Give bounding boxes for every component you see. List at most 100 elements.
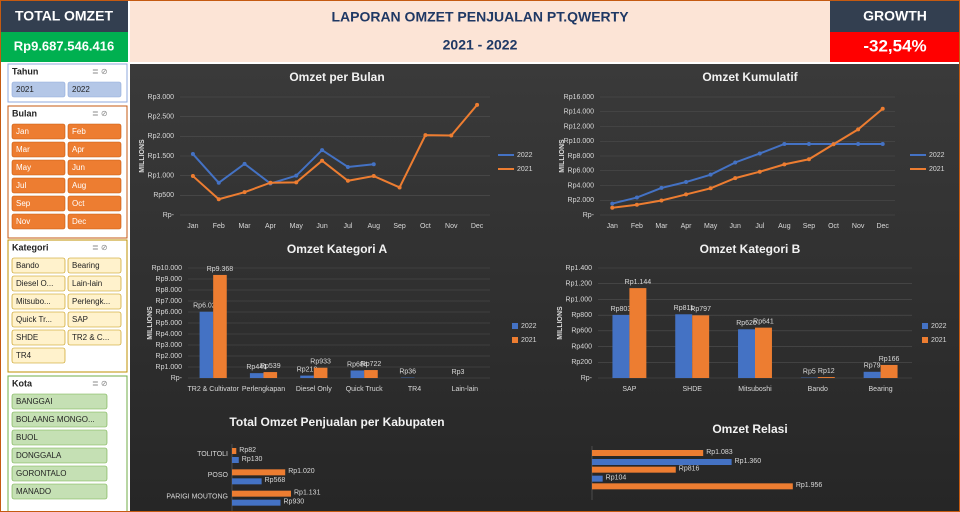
line-marker xyxy=(806,141,811,146)
slicer-item-label[interactable]: Apr xyxy=(72,145,85,154)
slicer-item[interactable] xyxy=(11,329,66,346)
slicer-item-label[interactable]: 2021 xyxy=(16,85,34,94)
slicer-item-label[interactable]: GORONTALO xyxy=(16,469,67,478)
slicer-item-label[interactable]: May xyxy=(16,163,31,172)
slicer-item[interactable] xyxy=(11,81,66,98)
years: 2021 - 2022 xyxy=(443,37,518,53)
slicer-item-label[interactable]: Jan xyxy=(16,127,29,136)
line-marker xyxy=(610,201,615,206)
slicer-item-label[interactable]: Bearing xyxy=(72,261,100,270)
slicer-item[interactable] xyxy=(67,123,122,140)
slicer-item[interactable] xyxy=(67,329,122,346)
slicer-item-label[interactable]: Quick Tr... xyxy=(16,315,52,324)
slicer-item[interactable] xyxy=(11,257,66,274)
slicer-item[interactable] xyxy=(11,275,66,292)
slicer-item[interactable] xyxy=(11,347,66,364)
slicer-item-label[interactable]: BOLAANG MONGO... xyxy=(16,415,95,424)
slicer-item-label[interactable]: Diesel O... xyxy=(16,279,53,288)
slicer-item[interactable] xyxy=(11,447,108,464)
slicer-item[interactable] xyxy=(11,123,66,140)
slicer-item[interactable] xyxy=(67,177,122,194)
slicer-item[interactable] xyxy=(67,159,122,176)
slicer-item-label[interactable]: Lain-lain xyxy=(72,279,102,288)
slicer-item[interactable] xyxy=(11,411,108,428)
x-tick-label: Oct xyxy=(828,223,839,230)
line-marker xyxy=(475,102,480,107)
x-tick-label: Apr xyxy=(681,223,693,230)
slicer-item[interactable] xyxy=(67,257,122,274)
y-tick-label: Rp1.000 xyxy=(156,364,183,371)
slicer-item[interactable] xyxy=(11,195,66,212)
slicer-item-label[interactable]: Sep xyxy=(16,199,31,208)
slicer-item[interactable] xyxy=(11,213,66,230)
x-tick-label: Dec xyxy=(471,223,484,230)
line-marker xyxy=(294,180,299,185)
slicer-item[interactable] xyxy=(11,159,66,176)
bar xyxy=(592,466,676,473)
slicer-item[interactable] xyxy=(11,177,66,194)
slicer-item[interactable] xyxy=(67,293,122,310)
bar xyxy=(263,372,278,378)
legend-swatch xyxy=(922,323,928,329)
x-tick-label: Apr xyxy=(265,223,277,230)
y-tick-label: Rp6.000 xyxy=(156,309,183,316)
slicer-item-label[interactable]: TR2 & C... xyxy=(72,333,109,342)
slicer-item[interactable] xyxy=(11,311,66,328)
slicer-item-label[interactable]: TR4 xyxy=(16,351,32,360)
line-series xyxy=(612,107,884,209)
line-marker xyxy=(449,133,454,138)
chart-title: Omzet Kategori B xyxy=(700,242,801,256)
data-label: Rp539 xyxy=(260,363,281,370)
slicer-item[interactable] xyxy=(11,483,108,500)
bar xyxy=(232,478,262,485)
bar xyxy=(592,475,603,482)
slicer-item-label[interactable]: Jun xyxy=(72,163,85,172)
y-tick-label: Rp- xyxy=(581,375,593,382)
slicer-item-label[interactable]: SAP xyxy=(72,315,88,324)
slicer-item-label[interactable]: MANADO xyxy=(16,487,51,496)
slicer-item-label[interactable]: DONGGALA xyxy=(16,451,62,460)
legend-label: 2022 xyxy=(517,152,533,159)
slicer-item-label[interactable]: 2022 xyxy=(72,85,90,94)
slicer-item-label[interactable]: Mar xyxy=(16,145,30,154)
slicer-icon: ≣ ⊘ xyxy=(92,379,108,388)
slicer-item-label[interactable]: SHDE xyxy=(16,333,38,342)
line-marker xyxy=(294,173,299,178)
legend-label: 2021 xyxy=(517,166,533,173)
slicer-item-label[interactable]: BANGGAI xyxy=(16,397,52,406)
slicer-item[interactable] xyxy=(67,311,122,328)
slicer-item[interactable] xyxy=(11,141,66,158)
slicer-item-label[interactable]: Perlengk... xyxy=(72,297,110,306)
line-marker xyxy=(345,178,350,183)
slicer-item[interactable] xyxy=(11,429,108,446)
x-tick-label: TR2 & Cultivator xyxy=(187,386,239,393)
slicer-item[interactable] xyxy=(67,195,122,212)
slicer-item-label[interactable]: Mitsubo... xyxy=(16,297,51,306)
slicer-item[interactable] xyxy=(67,81,122,98)
slicer-item[interactable] xyxy=(67,213,122,230)
y-tick-label: Rp500 xyxy=(153,192,174,199)
y-tick-label: Rp800 xyxy=(571,312,592,319)
line-marker xyxy=(782,162,787,167)
bar xyxy=(863,371,881,378)
slicer-item-label[interactable]: Aug xyxy=(72,181,86,190)
slicer-item[interactable] xyxy=(67,141,122,158)
slicer-item[interactable] xyxy=(11,293,66,310)
data-label: Rp130 xyxy=(242,456,263,463)
slicer-item-label[interactable]: Nov xyxy=(16,217,30,226)
slicer-item-label[interactable]: Jul xyxy=(16,181,26,190)
chart-title: Omzet Relasi xyxy=(712,422,787,436)
slicer-item-label[interactable]: Oct xyxy=(72,199,85,208)
slicer-item-label[interactable]: Bando xyxy=(16,261,40,270)
bar xyxy=(592,450,704,456)
bar xyxy=(213,274,227,378)
x-tick-label: May xyxy=(290,223,304,230)
slicer-item-label[interactable]: Dec xyxy=(72,217,86,226)
line-marker xyxy=(190,174,195,179)
slicer-item-label[interactable]: BUOL xyxy=(16,433,38,442)
slicer-item[interactable] xyxy=(11,465,108,482)
y-tick-label: Rp600 xyxy=(571,328,592,335)
slicer-item-label[interactable]: Feb xyxy=(72,127,86,136)
slicer-item[interactable] xyxy=(67,275,122,292)
slicer-item[interactable] xyxy=(11,393,108,410)
